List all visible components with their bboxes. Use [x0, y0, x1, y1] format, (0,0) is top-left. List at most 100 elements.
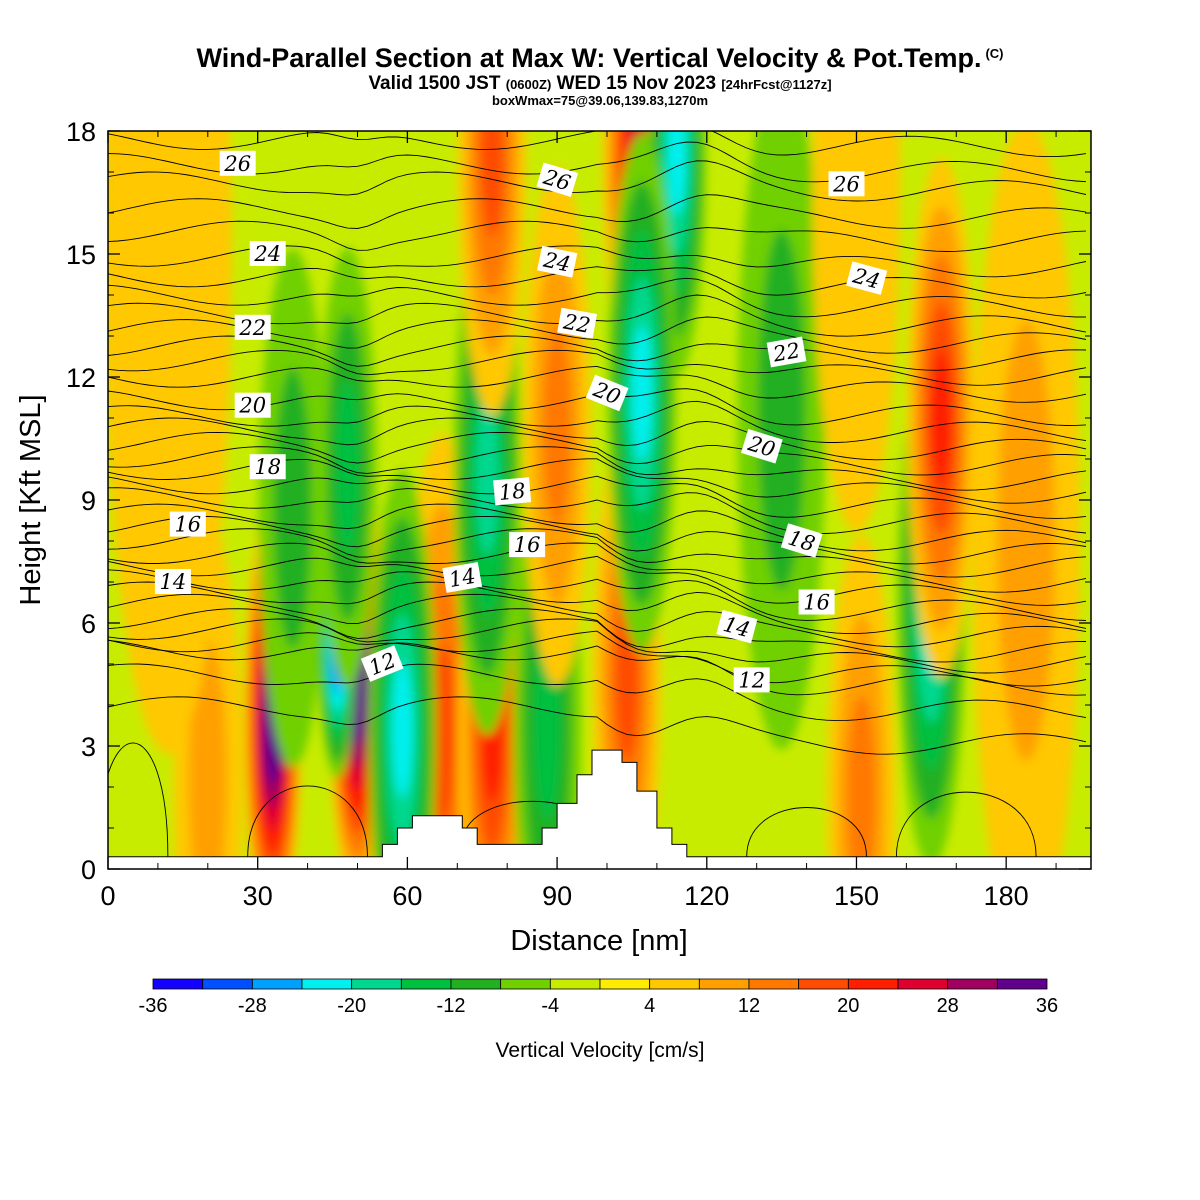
colorbar-swatch-13: [798, 978, 849, 990]
theta-contour-27: [108, 277, 1086, 318]
theta-contour-4: [108, 618, 1087, 674]
theta-contour-20: [108, 400, 1087, 443]
theta-contour-10: [108, 542, 1087, 593]
theta-contour-24: [108, 335, 1087, 371]
theta-contour-5: [108, 608, 1087, 663]
theta-contour-8: [108, 569, 1087, 621]
theta-contour-6: [108, 593, 1087, 648]
theta-label-14: 26: [536, 162, 579, 197]
x-tick-label-0: 0: [100, 881, 115, 911]
y-tick-label-2: 6: [81, 609, 96, 639]
velocity-cell-19-level-2: [757, 229, 806, 590]
velocity-cell-21-level-2: [188, 638, 227, 869]
colorbar-swatch-9: [599, 978, 651, 990]
theta-contour-labels: 2624222018161412141618202224261214161820…: [154, 150, 888, 693]
theta-label-13: 24: [536, 245, 578, 278]
chart-title: Wind-Parallel Section at Max W: Vertical…: [0, 43, 1200, 74]
colorbar-swatch-16: [947, 978, 998, 990]
colorbar-tick-label-7: 20: [837, 995, 859, 1017]
y-tick-label-0: 0: [81, 855, 96, 885]
velocity-cell-5-level-5: [392, 661, 413, 798]
theta-label-bg-10: [493, 477, 532, 506]
theta-label-text-3: 20: [238, 394, 266, 418]
colorbar-tick-label-5: 4: [644, 995, 655, 1017]
colorbar-tick-label-6: 12: [738, 995, 760, 1017]
y-tick-label-5: 15: [66, 240, 96, 270]
colorbar-swatch-10: [649, 978, 700, 990]
colorbar-tick-label-3: -12: [437, 995, 466, 1017]
y-tick-label-3: 9: [81, 486, 96, 516]
theta-label-2: 22: [234, 314, 271, 340]
chart-title-text: Wind-Parallel Section at Max W: Vertical…: [196, 43, 982, 73]
theta-label-bg-16: [716, 609, 758, 644]
velocity-cell-23-level-1: [812, 131, 901, 533]
theta-contours: [108, 131, 1087, 857]
chart-subtitle: Valid 1500 JST (0600Z) WED 15 Nov 2023 […: [0, 74, 1200, 95]
velocity-cell-15-level-4: [480, 131, 504, 236]
valid-date: WED 15 Nov 2023: [556, 73, 717, 94]
colorbar-tick-label-2: -20: [337, 995, 366, 1017]
theta-label-8: 14: [442, 561, 483, 593]
theta-contour-9: [108, 555, 1087, 606]
x-tick-label-5: 150: [834, 881, 879, 911]
theta-label-bg-4: [249, 454, 286, 480]
low-contour-0: [108, 742, 169, 857]
theta-contour-26: [108, 294, 1087, 337]
x-tick-label-1: 30: [243, 881, 273, 911]
theta-contour-32: [108, 160, 1087, 202]
theta-contour-17: [108, 446, 1087, 491]
theta-contour-22: [108, 365, 1087, 403]
colorbar-label: Vertical Velocity [cm/s]: [496, 1039, 705, 1062]
theta-contour-23: [108, 349, 1087, 386]
y-axis-label: Height [Kft MSL]: [15, 394, 47, 605]
theta-label-bg-22: [828, 171, 865, 197]
theta-label-bg-13: [536, 245, 578, 278]
terrain-profile: [108, 749, 1091, 869]
theta-label-1: 24: [249, 241, 286, 266]
copyright-mark: (C): [985, 46, 1004, 61]
velocity-cell-16-level-3: [335, 380, 360, 554]
colorbar-tick-label-4: -4: [541, 995, 559, 1017]
velocity-cell-20-level-2: [997, 321, 1056, 761]
theta-label-text-0: 26: [223, 152, 251, 176]
y-tick-label-4: 12: [66, 363, 96, 393]
theta-label-text-8: 14: [447, 564, 477, 592]
colorbar-swatch-1: [202, 978, 253, 990]
x-tick-label-3: 90: [542, 881, 572, 911]
theta-label-bg-1: [249, 241, 286, 266]
theta-label-text-15: 12: [738, 668, 765, 692]
colorbar-swatch-7: [500, 978, 551, 990]
theta-label-text-1: 24: [253, 242, 281, 266]
colorbar-tick-label-8: 28: [937, 995, 959, 1017]
colorbar-swatch-11: [698, 978, 750, 990]
x-tick-label-4: 120: [684, 881, 729, 911]
x-tick-label-6: 180: [984, 881, 1029, 911]
velocity-cell-13-level-5: [631, 325, 652, 462]
theta-contour-33: [108, 141, 1087, 183]
theta-label-bg-7: [360, 645, 404, 682]
theta-contour-34: [108, 131, 1087, 158]
theta-label-12: 22: [557, 307, 597, 339]
theta-label-6: 14: [154, 569, 191, 594]
theta-label-bg-18: [780, 523, 823, 558]
valid-utc: (0600Z): [505, 77, 552, 92]
theta-label-bg-15: [733, 667, 770, 693]
theta-contour-18: [108, 431, 1087, 476]
theta-contour-31: [108, 194, 1087, 229]
theta-label-text-6: 14: [160, 570, 187, 594]
x-axis-label: Distance [nm]: [510, 925, 687, 957]
theta-contour-7: [108, 581, 1087, 635]
x-tick-label-2: 60: [392, 881, 422, 911]
theta-label-bg-14: [536, 162, 579, 197]
theta-label-text-17: 16: [803, 591, 830, 615]
y-tick-label-1: 3: [81, 732, 96, 762]
theta-label-0: 26: [219, 150, 256, 176]
colorbar-swatch-2: [251, 978, 303, 990]
theta-label-bg-11: [585, 374, 629, 412]
theta-label-10: 18: [493, 477, 532, 506]
terrain: [108, 749, 1091, 869]
theta-label-text-12: 22: [561, 309, 592, 337]
velocity-field: [108, 131, 1091, 869]
theta-label-bg-17: [798, 589, 835, 615]
x-axis: 0 30 60 90 120 150 180: [100, 131, 1057, 911]
